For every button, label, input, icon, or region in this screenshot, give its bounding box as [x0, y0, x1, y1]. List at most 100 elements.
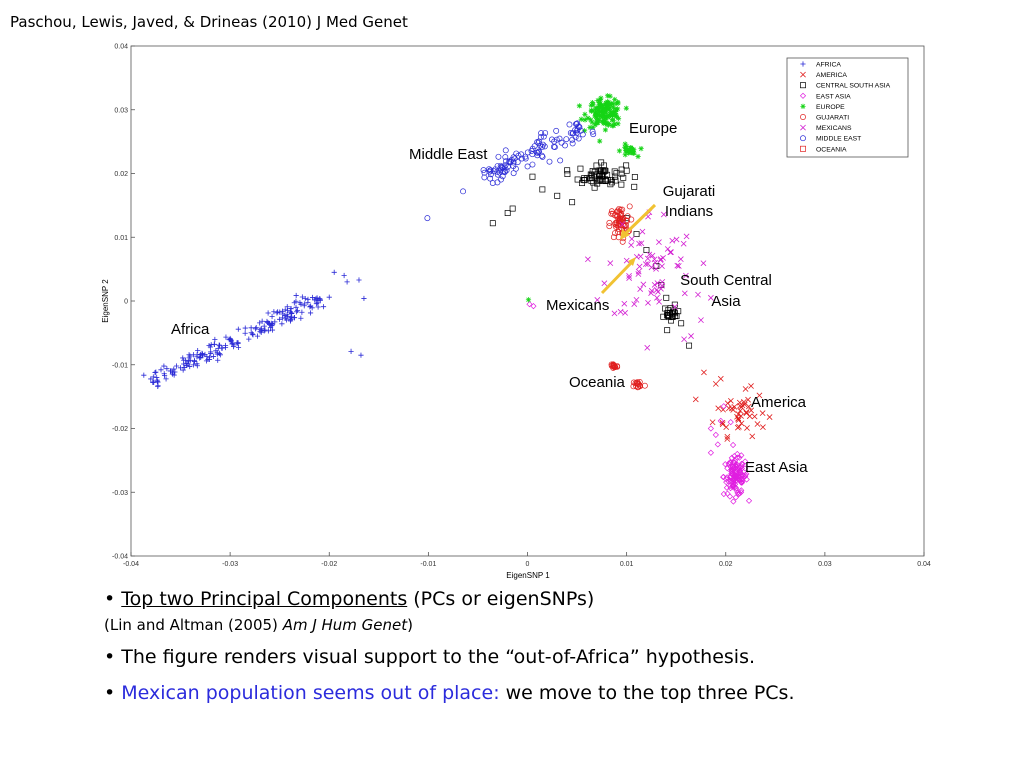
data-point — [759, 410, 766, 417]
data-point — [602, 127, 608, 133]
data-point — [737, 470, 744, 477]
data-point — [574, 176, 581, 183]
data-point — [673, 236, 680, 243]
data-point — [595, 119, 601, 126]
data-point — [285, 313, 291, 320]
legend-label: AFRICA — [816, 62, 841, 69]
data-point — [623, 143, 630, 150]
data-point — [195, 348, 201, 354]
data-point — [671, 303, 678, 310]
data-point — [735, 490, 742, 498]
data-point — [623, 162, 630, 169]
data-point — [509, 205, 516, 212]
legend-marker — [800, 145, 806, 152]
data-point — [663, 294, 670, 301]
data-point — [631, 183, 638, 190]
data-point — [210, 353, 216, 360]
data-point — [726, 493, 734, 500]
data-point — [542, 130, 549, 136]
data-point — [630, 379, 637, 386]
data-point — [639, 228, 646, 235]
data-point — [606, 122, 612, 128]
data-point — [607, 260, 614, 267]
data-point — [612, 109, 618, 115]
data-point — [610, 234, 617, 241]
data-point — [215, 357, 221, 363]
data-point — [272, 319, 278, 325]
data-point — [735, 415, 742, 422]
data-point — [486, 166, 493, 173]
data-point — [211, 341, 218, 347]
bullet-2: • The figure renders visual support to t… — [104, 646, 756, 668]
data-point — [621, 300, 628, 307]
data-point — [666, 314, 673, 321]
data-point — [616, 148, 623, 154]
data-point — [606, 102, 612, 108]
data-point — [738, 420, 745, 427]
data-point — [636, 263, 643, 270]
data-point — [344, 279, 350, 285]
data-point — [728, 405, 735, 412]
reference-close: ) — [407, 616, 414, 634]
data-point — [630, 147, 636, 153]
data-point — [631, 301, 638, 307]
data-point — [723, 479, 730, 486]
legend-label: MIDDLE EAST — [816, 136, 861, 143]
data-point — [615, 121, 621, 127]
data-point — [724, 490, 731, 497]
data-point — [594, 118, 600, 124]
data-point — [582, 117, 588, 123]
data-point — [656, 239, 662, 246]
data-point — [635, 153, 641, 160]
axes: -0.04 -0.03 -0.02 -0.01 0 0.01 0.02 0.03 0.04 0.0… — [112, 44, 931, 569]
data-point — [358, 352, 364, 358]
data-point — [611, 168, 618, 175]
data-point — [282, 307, 288, 313]
y-tick-label: 0.04 — [114, 44, 128, 51]
data-point — [141, 372, 147, 378]
data-point — [611, 173, 618, 180]
data-point — [727, 419, 734, 426]
data-point — [729, 483, 737, 490]
data-point — [603, 109, 609, 115]
data-point — [228, 337, 234, 343]
data-point — [700, 260, 707, 267]
data-point — [502, 154, 509, 161]
data-point — [540, 133, 547, 140]
data-point — [235, 344, 242, 350]
data-point — [279, 315, 286, 321]
data-point — [541, 143, 548, 150]
data-point — [587, 124, 593, 131]
data-point — [751, 413, 758, 420]
data-point — [675, 263, 682, 269]
data-point — [258, 329, 264, 335]
data-point — [222, 342, 229, 349]
data-point — [730, 498, 737, 505]
label-africa: Africa — [171, 321, 210, 338]
data-point — [744, 425, 750, 431]
data-point — [578, 116, 584, 122]
data-point — [619, 238, 626, 245]
data-point — [664, 310, 671, 317]
series-middle-east — [424, 120, 597, 222]
data-point — [734, 424, 741, 431]
data-point — [642, 261, 649, 268]
reference-text: (Lin and Altman (2005) — [104, 616, 283, 634]
bullet-1-reference: (Lin and Altman (2005) Am J Hum Genet) — [104, 616, 1004, 634]
data-point — [709, 419, 716, 426]
data-point — [659, 263, 665, 270]
data-point — [610, 112, 616, 118]
data-point — [280, 311, 286, 317]
data-point — [212, 336, 218, 343]
data-point — [638, 146, 644, 152]
data-point — [654, 294, 660, 301]
data-point — [307, 304, 313, 310]
x-tick-label: 0 — [526, 561, 530, 568]
data-point — [257, 329, 263, 335]
data-point — [150, 379, 156, 385]
data-point — [194, 352, 200, 358]
data-point — [624, 213, 631, 220]
data-point — [585, 115, 591, 121]
series-gujarati — [606, 203, 648, 391]
data-point — [732, 477, 740, 484]
